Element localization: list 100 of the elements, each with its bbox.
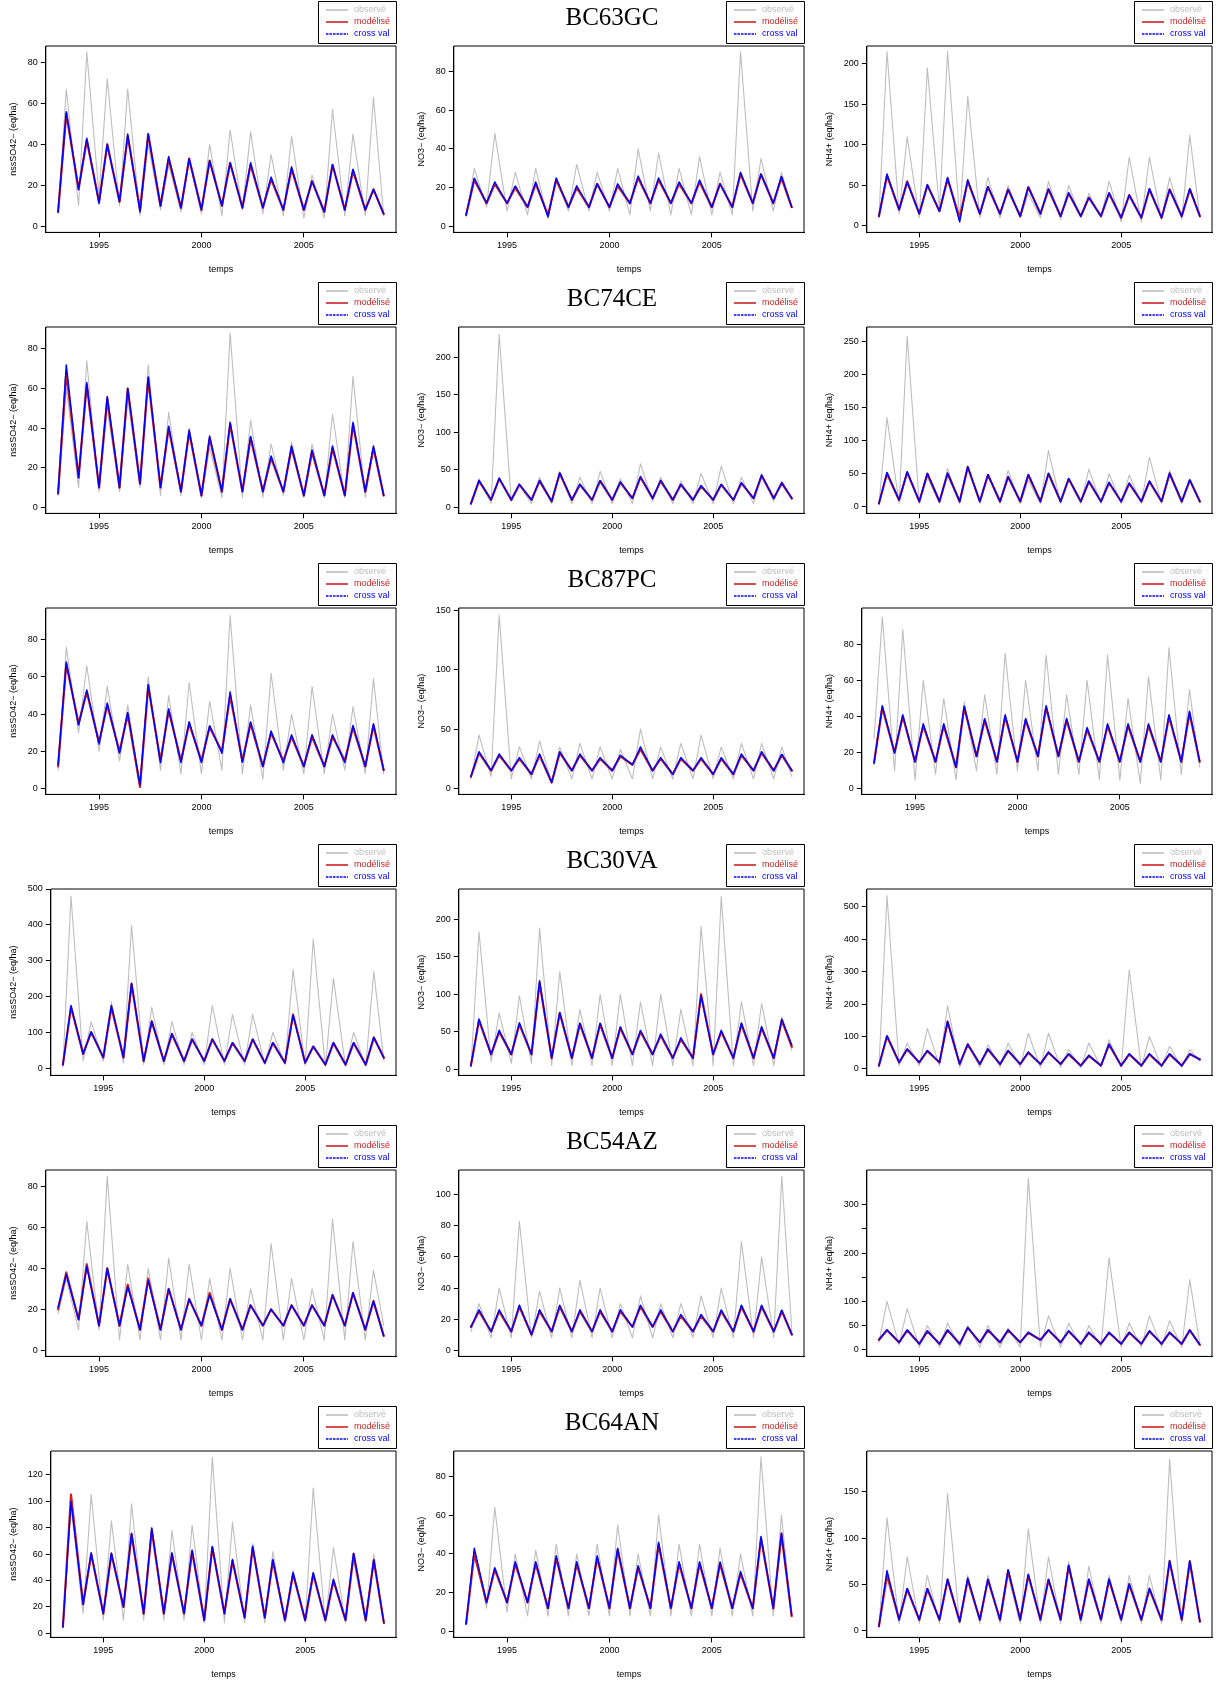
x-axis-title: temps: [1027, 1669, 1053, 1680]
y-tick-label: 100: [435, 426, 451, 437]
x-tick-label: 1995: [89, 240, 110, 251]
y-tick-label: 120: [27, 1469, 43, 1480]
x-tick-label: 1995: [497, 1645, 518, 1656]
y-tick-label: 100: [843, 435, 859, 446]
y-tick-label: 200: [843, 1247, 859, 1258]
legend-label: observé: [1169, 1128, 1203, 1139]
y-tick-label: 40: [32, 1575, 43, 1586]
y-tick-label: 0: [445, 1344, 451, 1355]
legend-label: cross val: [761, 309, 798, 320]
chart-title: BC74CE: [566, 284, 658, 311]
x-axis-title: temps: [616, 264, 642, 275]
legend-label: observé: [761, 4, 795, 15]
x-tick-label: 2000: [194, 1645, 215, 1656]
y-axis-title: NO3− (eq/ha): [415, 392, 426, 448]
chart-title: BC63GC: [565, 3, 659, 30]
y-tick-label: 0: [853, 1344, 859, 1355]
x-tick-label: 2005: [703, 1083, 724, 1094]
y-tick-label: 200: [843, 369, 859, 380]
x-tick-label: 2005: [295, 1083, 316, 1094]
x-tick-label: 1995: [93, 1083, 114, 1094]
y-tick-label: 80: [440, 1220, 451, 1231]
y-tick-label: 100: [27, 1026, 43, 1037]
x-tick-label: 2005: [1111, 240, 1132, 251]
x-tick-label: 1995: [89, 521, 110, 532]
legend-label: cross val: [1169, 1152, 1206, 1163]
legend-label: modélisé: [1169, 1421, 1207, 1432]
y-axis-title: NO3− (eq/ha): [415, 1516, 426, 1572]
y-tick-label: 20: [435, 1587, 446, 1598]
y-tick-label: 80: [27, 343, 38, 354]
y-tick-label: 20: [27, 462, 38, 473]
y-tick-label: 0: [37, 1627, 43, 1638]
y-tick-label: 20: [32, 1601, 43, 1612]
x-axis-title: temps: [619, 545, 645, 556]
y-tick-label: 50: [440, 1026, 451, 1037]
x-axis-title: temps: [616, 1669, 642, 1680]
y-tick-label: 80: [27, 634, 38, 645]
x-tick-label: 2000: [1010, 240, 1031, 251]
y-tick-label: 50: [440, 464, 451, 475]
y-tick-label: 40: [435, 143, 446, 154]
x-tick-label: 2000: [194, 1083, 215, 1094]
x-tick-label: 2000: [1007, 802, 1028, 813]
x-tick-label: 1995: [905, 802, 926, 813]
y-tick-label: 60: [27, 1221, 38, 1232]
y-tick-label: 40: [435, 1548, 446, 1559]
x-axis-title: temps: [1027, 264, 1053, 275]
legend-label: modélisé: [353, 1421, 391, 1432]
legend-label: observé: [1169, 285, 1203, 296]
y-tick-label: 150: [843, 1486, 859, 1497]
legend-label: observé: [761, 566, 795, 577]
x-tick-label: 1995: [497, 240, 518, 251]
y-axis-title: nssSO42− (eq/ha): [7, 383, 18, 457]
y-tick-label: 60: [27, 97, 38, 108]
y-tick-label: 0: [853, 1063, 859, 1074]
legend-label: cross val: [761, 1152, 798, 1163]
legend-label: observé: [761, 1128, 795, 1139]
x-axis-title: temps: [208, 545, 234, 556]
y-tick-label: 500: [843, 901, 859, 912]
y-tick-label: 20: [843, 747, 854, 758]
x-tick-label: 1995: [909, 1364, 930, 1375]
chart-title: BC87PC: [567, 565, 657, 592]
x-axis-title: temps: [211, 1669, 237, 1680]
y-tick-label: 0: [440, 1626, 446, 1637]
y-axis-title: NH4+ (eq/ha): [823, 112, 834, 167]
legend-label: cross val: [761, 871, 798, 882]
legend-label: observé: [353, 1128, 387, 1139]
y-tick-label: 50: [848, 468, 859, 479]
legend-label: cross val: [1169, 871, 1206, 882]
y-tick-label: 0: [32, 220, 38, 231]
legend-label: modélisé: [1169, 859, 1207, 870]
x-tick-label: 2000: [191, 240, 212, 251]
legend-label: cross val: [353, 871, 390, 882]
legend-label: observé: [353, 566, 387, 577]
y-tick-label: 200: [435, 351, 451, 362]
x-tick-label: 2000: [602, 1364, 623, 1375]
y-tick-label: 300: [843, 966, 859, 977]
y-tick-label: 60: [440, 1251, 451, 1262]
legend-label: cross val: [1169, 28, 1206, 39]
legend-label: cross val: [353, 1433, 390, 1444]
y-tick-label: 0: [32, 783, 38, 794]
y-tick-label: 250: [843, 336, 859, 347]
y-tick-label: 40: [27, 708, 38, 719]
x-tick-label: 1995: [909, 1083, 930, 1094]
legend-label: modélisé: [761, 1140, 799, 1151]
x-tick-label: 1995: [501, 1364, 522, 1375]
legend-label: observé: [761, 847, 795, 858]
y-tick-label: 40: [27, 422, 38, 433]
legend-label: modélisé: [761, 16, 799, 27]
y-axis-title: NH4+ (eq/ha): [823, 955, 834, 1010]
x-tick-label: 2005: [1111, 1364, 1132, 1375]
y-axis-title: NH4+ (eq/ha): [823, 674, 834, 729]
legend-label: modélisé: [353, 859, 391, 870]
legend-label: modélisé: [761, 859, 799, 870]
chart-title: BC64AN: [564, 1408, 660, 1435]
legend-label: observé: [353, 285, 387, 296]
x-tick-label: 2000: [1010, 1364, 1031, 1375]
y-tick-label: 150: [435, 604, 451, 615]
x-tick-label: 2000: [191, 802, 212, 813]
x-tick-label: 2005: [1109, 802, 1130, 813]
